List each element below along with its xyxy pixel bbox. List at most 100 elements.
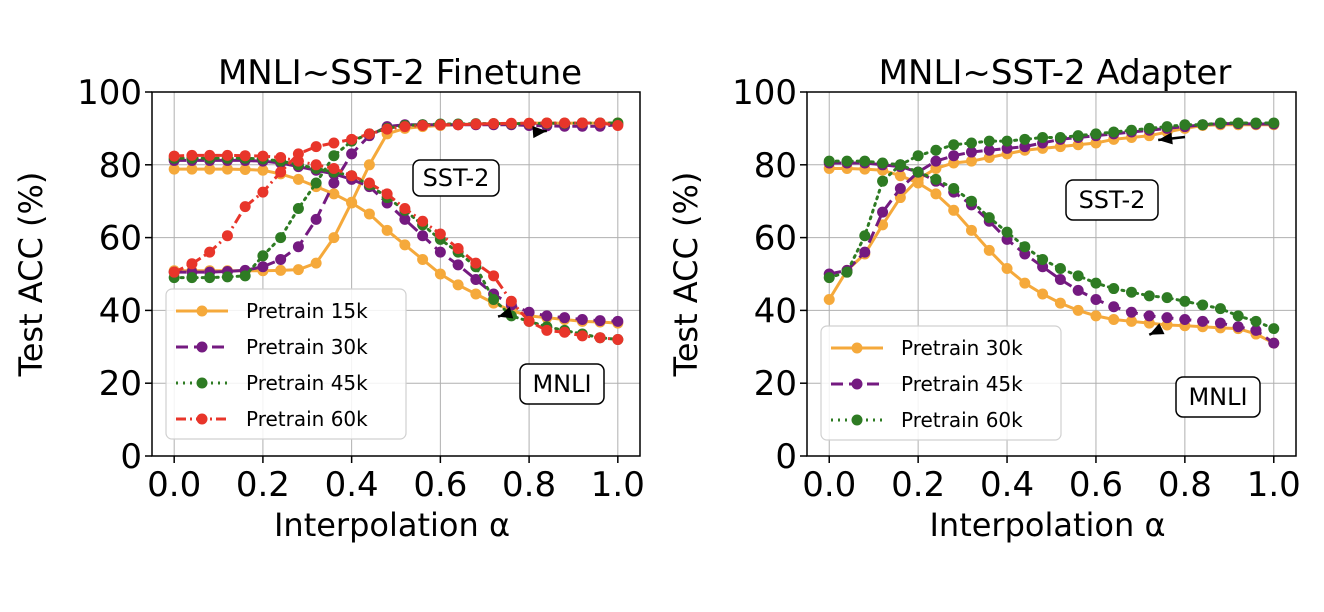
data-point (417, 230, 429, 242)
legend: Pretrain 30k Pretrain 45k Pretrain 60k (820, 325, 1062, 441)
x-tick-label: 0.8 (1158, 465, 1212, 505)
legend-marker-icon (851, 414, 863, 426)
data-point (434, 228, 446, 240)
data-point (257, 186, 269, 198)
data-point (417, 253, 429, 265)
y-axis-label: Test ACC (%) (12, 172, 50, 378)
data-point (1126, 306, 1138, 318)
data-point (221, 230, 233, 242)
data-point (221, 149, 233, 161)
legend-frame (820, 325, 1062, 441)
data-point (523, 117, 535, 129)
data-point (612, 119, 624, 131)
data-point (1268, 117, 1280, 129)
data-point (1179, 314, 1191, 325)
data-point (292, 241, 304, 253)
data-point (239, 270, 251, 282)
data-point (168, 163, 180, 175)
legend-label: Pretrain 15k (246, 299, 368, 323)
data-point (1268, 337, 1280, 349)
data-point (470, 273, 482, 285)
data-point (1054, 263, 1066, 275)
legend-label: Pretrain 30k (246, 335, 368, 359)
data-point (1001, 135, 1013, 147)
data-point (948, 139, 960, 151)
data-point (328, 150, 340, 162)
data-point (1108, 283, 1120, 295)
legend-item: Pretrain 30k (176, 335, 368, 359)
data-point (310, 257, 322, 269)
data-point (1072, 130, 1084, 142)
data-point (1072, 270, 1084, 282)
data-point (594, 117, 606, 129)
data-point (204, 149, 216, 161)
annotation-box (1175, 376, 1261, 418)
data-point (559, 312, 571, 324)
data-point (1143, 290, 1155, 302)
data-point (257, 250, 269, 262)
legend-label: Pretrain 45k (246, 371, 368, 395)
legend-marker-icon (196, 305, 208, 317)
legend-marker-icon (851, 342, 863, 354)
data-point (559, 326, 571, 338)
data-point (1197, 299, 1209, 311)
data-point (292, 202, 304, 214)
data-point (434, 119, 446, 131)
data-point (1037, 253, 1049, 265)
data-point (1090, 277, 1102, 289)
data-point (930, 188, 942, 200)
data-point (399, 213, 411, 225)
chart-title: MNLI~SST-2 Finetune (218, 53, 582, 93)
data-point (186, 258, 198, 270)
data-point (470, 118, 482, 130)
data-point (257, 150, 269, 162)
data-point (310, 141, 322, 153)
data-point (381, 224, 393, 236)
chart-finetune: 0.0 0.2 0.4 0.6 0.8 1.0 0 20 40 60 80 100 MNLI~SST-2… (12, 53, 645, 544)
data-point (275, 166, 287, 178)
data-point (859, 155, 871, 167)
data-point (1161, 312, 1173, 324)
arrow-head-icon (1149, 323, 1165, 335)
data-point (186, 272, 198, 284)
data-point (612, 315, 624, 327)
data-point (363, 177, 375, 189)
data-point (328, 137, 340, 149)
data-point (346, 133, 358, 145)
data-point (877, 219, 889, 231)
data-point (1072, 304, 1084, 316)
arrow-head-icon (498, 306, 514, 319)
data-point (1214, 303, 1226, 315)
data-point (204, 163, 216, 175)
data-point (505, 295, 517, 307)
data-point (559, 117, 571, 129)
data-point (1250, 117, 1262, 129)
x-tick-label: 0.0 (802, 465, 856, 505)
legend-item: Pretrain 15k (176, 299, 368, 323)
data-point (168, 266, 180, 278)
y-tick-label: 100 (732, 73, 797, 113)
chart-title: MNLI~SST-2 Adapter (879, 53, 1232, 93)
series-line-pretrain-15k-sst-2 (174, 121, 618, 273)
data-point (912, 166, 924, 178)
data-point (948, 204, 960, 216)
data-point (399, 239, 411, 251)
legend-label: Pretrain 30k (901, 336, 1023, 360)
legend-marker-icon (196, 413, 208, 425)
data-point (257, 164, 269, 176)
legend-label: Pretrain 45k (901, 372, 1023, 396)
data-point (1072, 284, 1084, 296)
data-point (594, 332, 606, 344)
data-point (523, 315, 535, 327)
legend-item: Pretrain 45k (176, 371, 368, 395)
data-point (452, 119, 464, 131)
series-line-pretrain-60k-sst-2 (827, 121, 1276, 280)
data-point (363, 208, 375, 220)
data-point (1090, 310, 1102, 322)
data-point (452, 259, 464, 271)
annotation-box (1065, 179, 1159, 221)
data-point (1090, 293, 1102, 305)
legend-marker-icon (851, 378, 863, 390)
data-point (965, 146, 977, 158)
